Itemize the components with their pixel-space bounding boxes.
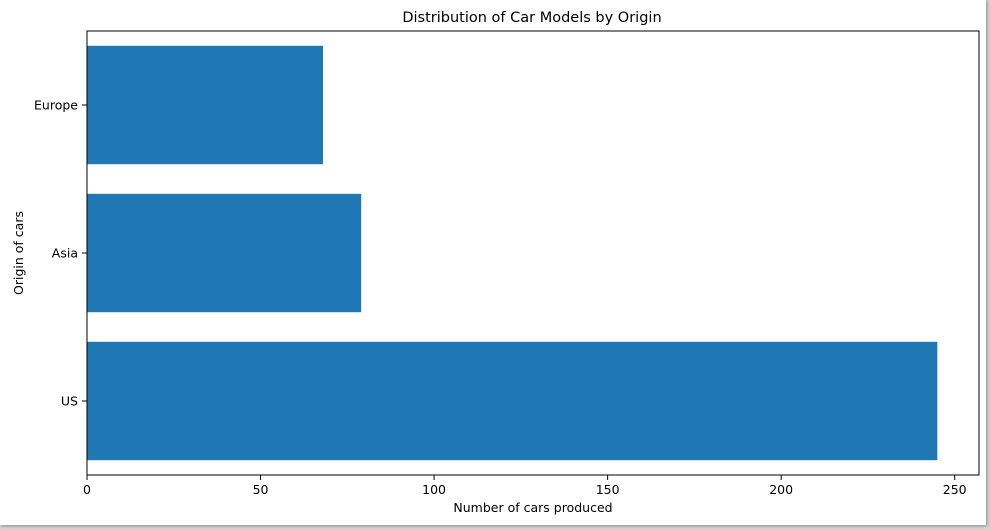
bar-us — [87, 341, 938, 461]
x-tick-label: 50 — [253, 482, 269, 497]
x-tick-label: 150 — [596, 482, 620, 497]
x-tick-label: 200 — [769, 482, 793, 497]
bar-europe — [87, 45, 324, 165]
bar-asia — [87, 193, 362, 313]
y-tick-label: Asia — [52, 246, 78, 261]
bars-group — [87, 45, 938, 461]
y-axis-ticks: US Asia Europe — [34, 98, 87, 409]
chart-title: Distribution of Car Models by Origin — [402, 10, 661, 26]
x-tick-label: 100 — [422, 482, 446, 497]
x-axis-label: Number of cars produced — [453, 500, 612, 515]
y-axis-label: Origin of cars — [11, 211, 26, 295]
plot-area-frame — [86, 30, 980, 476]
x-axis-ticks: 0 50 100 150 200 250 — [83, 475, 967, 497]
x-tick-label: 250 — [943, 482, 967, 497]
x-tick-label: 0 — [83, 482, 91, 497]
y-tick-label: Europe — [34, 98, 78, 113]
y-tick-label: US — [61, 394, 78, 409]
